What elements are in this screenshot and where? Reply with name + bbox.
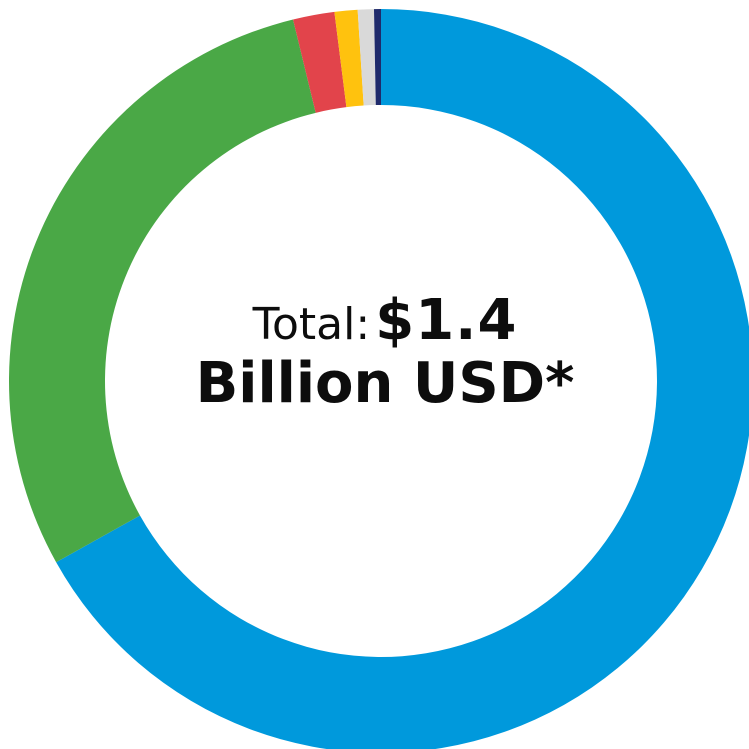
donut-slice-4 <box>334 9 364 108</box>
total-unit: Billion USD* <box>195 350 575 416</box>
total-prefix: Total: <box>252 299 371 350</box>
donut-center-label: Total: $1.4 Billion USD* <box>105 288 665 416</box>
donut-slice-5 <box>357 9 376 106</box>
donut-slice-6 <box>373 9 381 106</box>
donut-slice-2 <box>8 19 316 563</box>
total-value: $1.4 <box>375 288 518 353</box>
donut-slice-3 <box>293 11 347 113</box>
total-line: Total: $1.4 <box>105 288 665 353</box>
